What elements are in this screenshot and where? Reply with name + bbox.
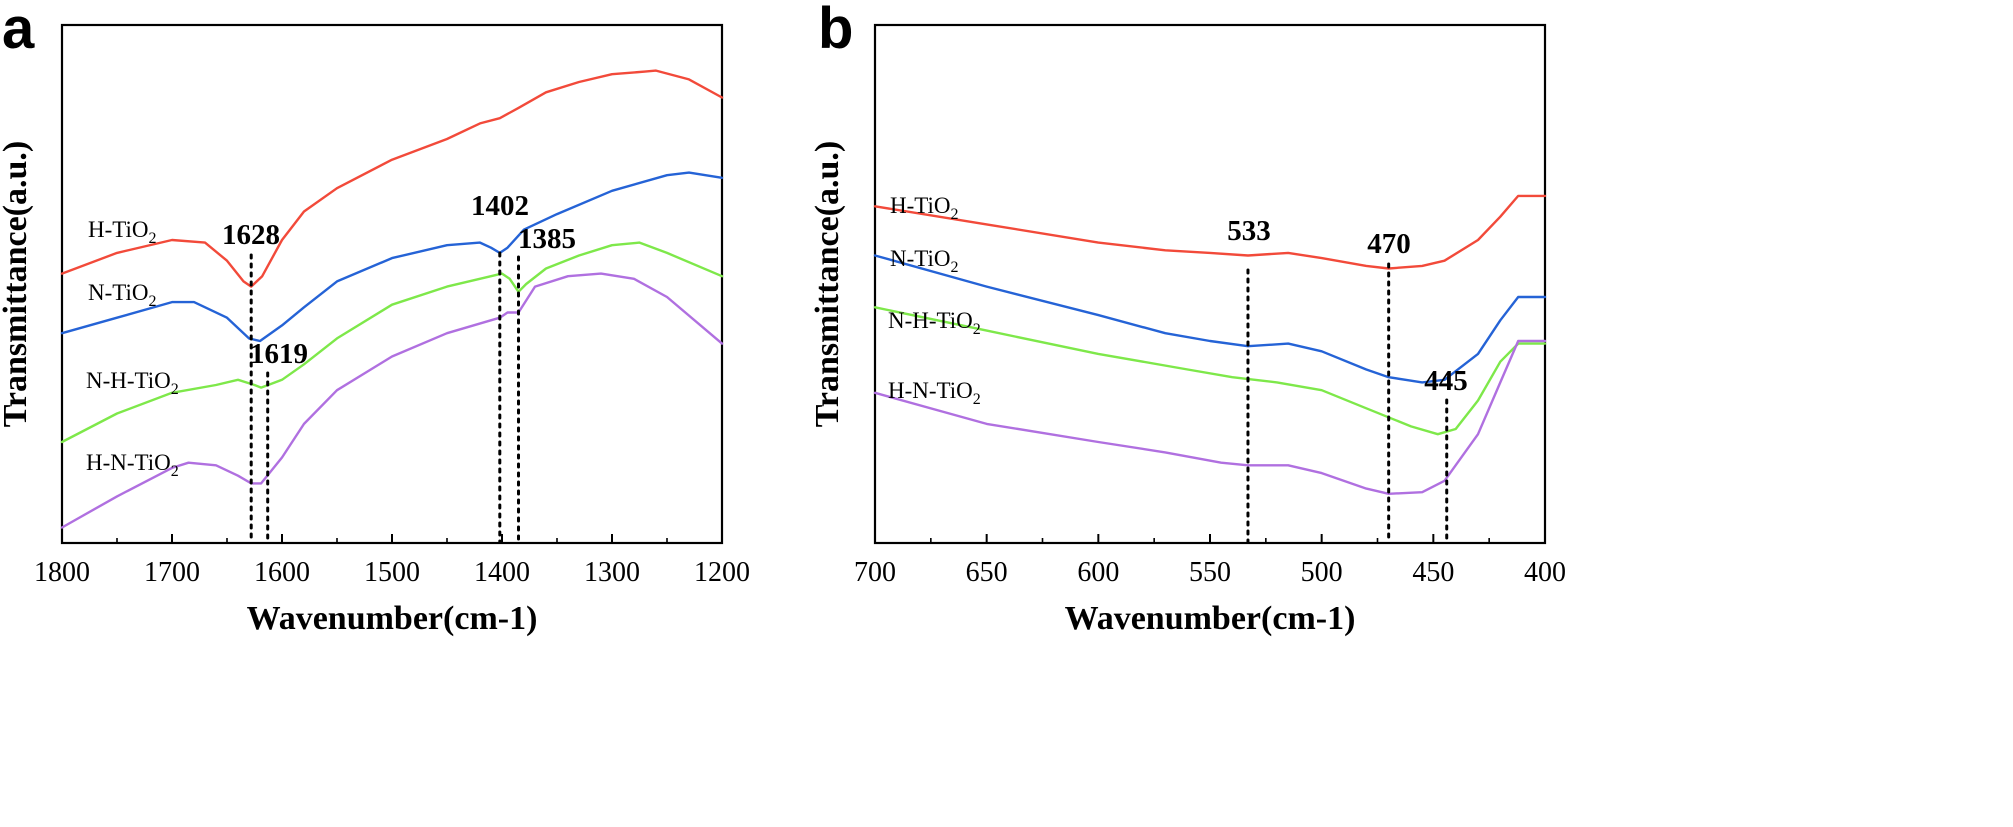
- series-line-n-h-tio2: [60, 241, 724, 444]
- panel-letter: b: [818, 0, 853, 61]
- series-line-n-h-tio2: [873, 306, 1547, 436]
- x-tick-label: 1300: [584, 557, 640, 588]
- peak-label: 1628: [222, 219, 280, 251]
- series-label: N-TiO2: [890, 246, 959, 276]
- series-line-n-tio2: [873, 254, 1547, 384]
- x-tick-label: 700: [854, 557, 896, 588]
- panel-letter: a: [2, 0, 35, 61]
- x-tick-label: 600: [1077, 557, 1119, 588]
- x-tick-label: 500: [1301, 557, 1343, 588]
- x-tick-label: 1200: [694, 557, 750, 588]
- x-tick-label: 1800: [34, 557, 90, 588]
- x-tick-label: 1600: [254, 557, 310, 588]
- series-line-h-n-tio2: [60, 272, 724, 529]
- series-label: H-N-TiO2: [86, 450, 179, 480]
- y-axis-title: Transmittance(a.u.): [809, 141, 846, 427]
- series-label: H-TiO2: [890, 193, 959, 223]
- x-tick-label: 550: [1189, 557, 1231, 588]
- x-axis-title: Wavenumber(cm-1): [1065, 600, 1356, 637]
- panel-a: a 1800 1700 1600 1500 1400 1300 1200 Wavenumber(…: [0, 0, 750, 637]
- series-line-n-tio2: [60, 171, 724, 343]
- x-tick-label: 1500: [364, 557, 420, 588]
- peak-label: 470: [1367, 228, 1411, 260]
- x-tick-label: 400: [1524, 557, 1566, 588]
- series-line-h-tio2: [60, 69, 724, 288]
- x-tick-label: 450: [1412, 557, 1454, 588]
- series-label: H-TiO2: [88, 217, 157, 247]
- x-axis-title: Wavenumber(cm-1): [247, 600, 538, 637]
- series-label: N-H-TiO2: [86, 368, 179, 398]
- peak-label: 1402: [471, 190, 529, 222]
- peak-label: 533: [1227, 215, 1271, 247]
- series-line-h-n-tio2: [873, 339, 1547, 495]
- series-label: H-N-TiO2: [888, 378, 981, 408]
- panel-b: b 700 650 600 550 500 450 400 Wavenumber(cm-1) Tr…: [809, 0, 1566, 637]
- peak-label: 445: [1424, 365, 1468, 397]
- series-label: N-H-TiO2: [888, 308, 981, 338]
- x-tick-label: 1400: [474, 557, 530, 588]
- peak-label: 1619: [250, 338, 308, 370]
- x-tick-label: 650: [966, 557, 1008, 588]
- series-line-h-tio2: [873, 194, 1547, 270]
- peak-label: 1385: [518, 223, 576, 255]
- y-axis-title: Transmittance(a.u.): [0, 141, 34, 427]
- series-label: N-TiO2: [88, 280, 157, 310]
- x-tick-label: 1700: [144, 557, 200, 588]
